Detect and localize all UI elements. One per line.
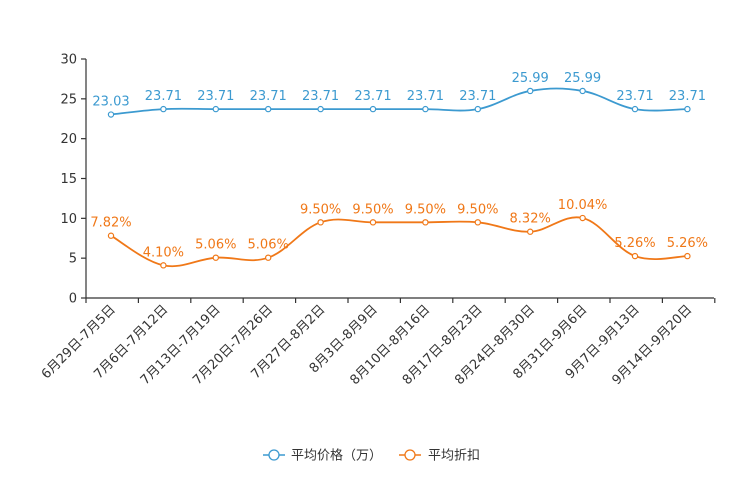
data-point-avg-price[interactable] [265,105,272,113]
data-point-avg-price[interactable] [317,105,324,113]
y-tick-label: 30 [60,53,77,68]
data-point-avg-price[interactable] [684,105,691,113]
y-tick-label: 5 [69,252,77,267]
data-label-avg-price: 23.71 [302,89,339,104]
legend-item-avg-discount[interactable]: 平均折扣 [399,449,480,464]
data-label-avg-price: 23.71 [250,89,287,104]
data-label-avg-discount: 5.06% [248,238,289,253]
legend-item-avg-price[interactable]: 平均价格（万） [263,448,382,464]
data-label-avg-price: 23.71 [407,89,444,104]
data-point-avg-discount[interactable] [684,252,691,260]
legend-marker-icon [404,449,416,461]
data-point-avg-price[interactable] [107,111,115,118]
data-point-avg-price[interactable] [369,105,377,113]
legend-label: 平均折扣 [428,449,480,464]
data-point-avg-price[interactable] [579,87,586,95]
data-label-avg-discount: 8.32% [510,212,551,227]
data-point-avg-price[interactable] [422,105,429,113]
data-label-avg-price: 23.71 [145,89,182,104]
data-point-avg-discount[interactable] [107,232,115,239]
data-label-avg-price: 23.71 [354,89,391,104]
data-label-avg-price: 23.71 [669,89,706,104]
data-label-avg-price: 25.99 [564,71,601,86]
data-label-avg-price: 23.71 [197,89,234,104]
data-point-avg-price[interactable] [527,87,534,95]
data-point-avg-discount[interactable] [422,219,429,226]
data-point-avg-price[interactable] [160,105,167,113]
data-point-avg-discount[interactable] [212,254,219,261]
y-tick-label: 20 [60,132,77,147]
data-label-avg-discount: 9.50% [352,202,393,217]
data-point-avg-price[interactable] [631,105,639,113]
data-point-avg-discount[interactable] [474,219,481,226]
data-label-avg-discount: 9.50% [457,202,498,217]
y-tick-label: 25 [60,92,77,107]
data-label-avg-discount: 5.26% [614,236,655,251]
data-label-avg-discount: 10.04% [558,198,608,213]
data-point-avg-discount[interactable] [317,219,324,226]
legend-marker-icon [268,449,280,461]
data-label-avg-price: 23.71 [459,89,496,104]
series-line-avg-price [110,87,688,116]
y-tick-label: 15 [60,172,77,187]
data-label-avg-price: 23.03 [92,95,129,110]
data-label-avg-discount: 7.82% [90,216,131,231]
data-point-avg-discount[interactable] [369,219,377,226]
data-point-avg-discount[interactable] [631,252,639,260]
y-tick-label: 0 [69,292,77,307]
data-point-avg-discount[interactable] [527,228,534,235]
data-label-avg-discount: 9.50% [405,202,446,217]
legend-label: 平均价格（万） [291,448,382,464]
data-label-avg-discount: 9.50% [300,202,341,217]
data-label-avg-price: 23.71 [616,89,653,104]
data-point-avg-discount[interactable] [265,254,272,261]
data-point-avg-discount[interactable] [160,262,167,269]
data-label-avg-discount: 5.06% [195,238,236,253]
data-point-avg-price[interactable] [474,105,481,113]
y-tick-label: 10 [60,212,77,227]
data-point-avg-discount[interactable] [579,214,586,222]
data-label-avg-discount: 4.10% [143,245,184,260]
data-label-avg-price: 25.99 [512,71,549,86]
data-label-avg-discount: 5.26% [667,236,708,251]
data-point-avg-price[interactable] [212,105,219,113]
